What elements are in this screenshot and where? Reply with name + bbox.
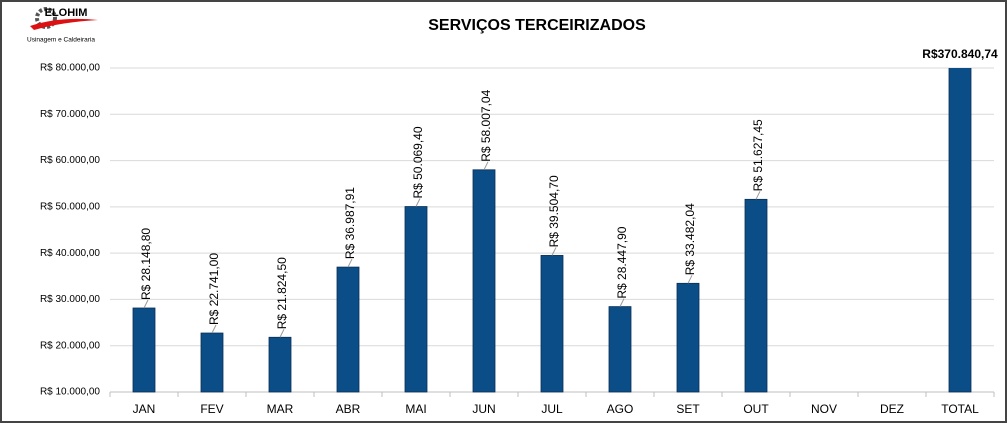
bar bbox=[268, 336, 292, 393]
bar bbox=[540, 255, 564, 393]
data-label: R$ 50.069,40 bbox=[411, 126, 425, 198]
y-tick-label: R$ 30.000,00 bbox=[40, 294, 100, 305]
x-tick-label: DEZ bbox=[880, 402, 904, 416]
leader-line bbox=[687, 275, 693, 284]
x-tick-label: MAI bbox=[405, 402, 426, 416]
bar bbox=[948, 68, 972, 393]
bar bbox=[676, 282, 700, 393]
logo-gear bbox=[35, 7, 57, 29]
bar bbox=[472, 169, 496, 393]
x-tick-label: TOTAL bbox=[941, 402, 979, 416]
x-tick-label: JUL bbox=[541, 402, 563, 416]
logo-tagline: Usinagem e Caldeiraria bbox=[27, 37, 95, 44]
data-label: R$ 28.447,90 bbox=[615, 226, 629, 298]
x-tick-label: SET bbox=[676, 402, 700, 416]
bar bbox=[404, 206, 428, 393]
data-label: R$ 58.007,04 bbox=[479, 89, 493, 161]
bar bbox=[132, 307, 156, 393]
y-tick-label: R$ 40.000,00 bbox=[40, 248, 100, 259]
x-tick-label: AGO bbox=[607, 402, 634, 416]
logo-swoosh bbox=[30, 18, 98, 30]
data-label: R$ 39.504,70 bbox=[547, 175, 561, 247]
data-label: R$ 21.824,50 bbox=[275, 257, 289, 329]
leader-line bbox=[211, 324, 217, 334]
logo-name: ELOHIM bbox=[45, 7, 88, 19]
bar bbox=[608, 306, 632, 393]
data-label: R$ 36.987,91 bbox=[343, 187, 357, 259]
leader-line bbox=[619, 298, 625, 307]
chart-title: SERVIÇOS TERCEIRIZADOS bbox=[428, 17, 646, 34]
leader-line bbox=[551, 247, 557, 256]
leader-line bbox=[279, 329, 285, 338]
data-label: R$ 51.627,45 bbox=[751, 119, 765, 191]
data-label: R$ 22.741,00 bbox=[207, 253, 221, 325]
x-tick-label: JAN bbox=[133, 402, 156, 416]
leader-line bbox=[755, 191, 761, 200]
x-tick-label: JUN bbox=[472, 402, 495, 416]
y-tick-label: R$ 20.000,00 bbox=[40, 340, 100, 351]
bar bbox=[336, 266, 360, 393]
leader-line bbox=[415, 198, 421, 207]
x-tick-label: FEV bbox=[200, 402, 223, 416]
y-tick-label: R$ 50.000,00 bbox=[40, 201, 100, 212]
data-label: R$370.840,74 bbox=[922, 47, 998, 61]
x-tick-label: ABR bbox=[336, 402, 361, 416]
logo: ELOHIM Usinagem e Caldeiraria bbox=[27, 7, 98, 44]
y-tick-label: R$ 70.000,00 bbox=[40, 109, 100, 120]
data-label: R$ 33.482,04 bbox=[683, 203, 697, 275]
x-tick-label: OUT bbox=[743, 402, 769, 416]
y-tick-label: R$ 60.000,00 bbox=[40, 155, 100, 166]
x-tick-label: NOV bbox=[811, 402, 837, 416]
x-tick-label: MAR bbox=[267, 402, 294, 416]
leader-line bbox=[483, 161, 489, 171]
bar bbox=[744, 198, 768, 393]
y-tick-label: R$ 80.000,00 bbox=[40, 63, 100, 74]
leader-line bbox=[347, 258, 353, 268]
bar bbox=[200, 332, 224, 393]
plot-area bbox=[132, 68, 972, 393]
data-label: R$ 28.148,80 bbox=[139, 228, 153, 300]
y-tick-label: R$ 10.000,00 bbox=[40, 387, 100, 398]
leader-line bbox=[143, 299, 149, 309]
